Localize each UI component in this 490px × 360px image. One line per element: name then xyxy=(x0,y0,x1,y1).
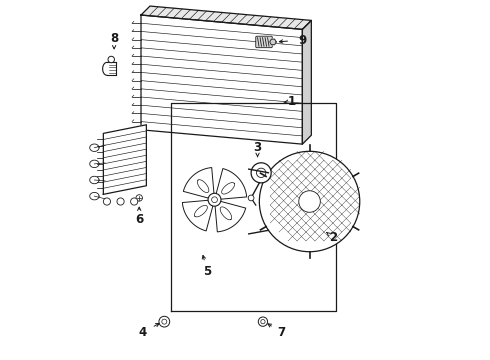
Text: 3: 3 xyxy=(253,141,262,154)
Text: 9: 9 xyxy=(298,33,307,47)
Polygon shape xyxy=(270,39,276,45)
Text: 1: 1 xyxy=(288,95,295,108)
Polygon shape xyxy=(215,201,245,232)
Text: 4: 4 xyxy=(139,326,147,339)
Circle shape xyxy=(103,198,111,205)
Circle shape xyxy=(248,195,254,201)
Text: 8: 8 xyxy=(110,32,118,45)
Circle shape xyxy=(258,317,268,326)
Polygon shape xyxy=(141,15,302,144)
Circle shape xyxy=(208,193,221,206)
Polygon shape xyxy=(302,21,311,144)
Circle shape xyxy=(136,195,143,201)
Circle shape xyxy=(159,316,170,327)
Text: 2: 2 xyxy=(329,231,337,244)
Polygon shape xyxy=(141,6,311,30)
Circle shape xyxy=(251,163,271,183)
Polygon shape xyxy=(183,167,214,198)
Polygon shape xyxy=(216,168,246,199)
Text: 5: 5 xyxy=(203,265,212,278)
Circle shape xyxy=(131,198,138,205)
Polygon shape xyxy=(103,125,147,194)
Circle shape xyxy=(108,56,115,63)
Text: 7: 7 xyxy=(277,326,285,339)
Circle shape xyxy=(117,198,124,205)
Circle shape xyxy=(299,191,320,212)
Text: 6: 6 xyxy=(135,213,144,226)
Polygon shape xyxy=(182,200,213,231)
Circle shape xyxy=(259,151,360,252)
FancyBboxPatch shape xyxy=(256,36,272,48)
